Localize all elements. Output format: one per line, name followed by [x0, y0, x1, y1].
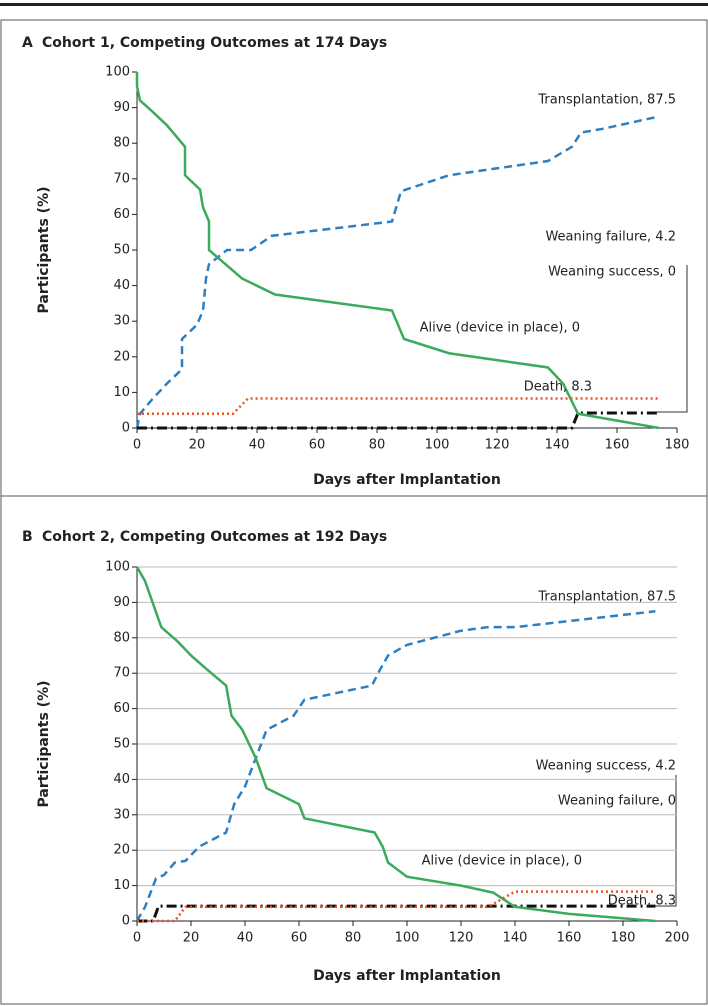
x-axis-title: Days after Implantation — [313, 968, 501, 984]
x-tick-label: 180 — [665, 438, 690, 453]
x-tick-label: 40 — [249, 438, 266, 453]
series-label: Transplantation, 87.5 — [537, 93, 676, 108]
panel-letter: A — [22, 35, 33, 51]
y-tick-label: 100 — [105, 560, 130, 575]
y-axis-title: Participants (%) — [36, 681, 52, 808]
panel-letter: B — [22, 529, 33, 545]
leader-bracket — [652, 775, 677, 907]
x-tick-label: 40 — [237, 931, 254, 946]
x-tick-label: 120 — [485, 438, 510, 453]
y-tick-label: 60 — [113, 701, 130, 716]
y-tick-label: 50 — [113, 737, 130, 752]
panel-frame — [0, 495, 708, 1005]
x-tick-label: 160 — [605, 438, 630, 453]
series-label: Weaning success, 0 — [548, 265, 676, 280]
x-tick-label: 140 — [545, 438, 570, 453]
series-label: Alive (device in place), 0 — [420, 321, 580, 336]
leader-bracket — [652, 265, 688, 413]
x-axis-title: Days after Implantation — [313, 472, 501, 488]
series-label: Weaning success, 4.2 — [536, 759, 676, 774]
x-tick-label: 20 — [189, 438, 206, 453]
y-tick-label: 0 — [122, 421, 130, 436]
series-label: Death, 8.3 — [608, 894, 676, 909]
chart-title: Cohort 1, Competing Outcomes at 174 Days — [42, 35, 387, 51]
y-tick-label: 0 — [122, 914, 130, 929]
x-tick-label: 180 — [611, 931, 636, 946]
series-line — [135, 115, 660, 429]
series-line — [137, 890, 656, 923]
y-tick-label: 10 — [113, 878, 130, 893]
y-tick-label: 80 — [113, 136, 130, 151]
y-tick-label: 20 — [113, 843, 130, 858]
y-axis-title: Participants (%) — [36, 187, 52, 314]
y-tick-label: 90 — [113, 100, 130, 115]
x-tick-label: 20 — [183, 931, 200, 946]
x-tick-label: 60 — [309, 438, 326, 453]
y-tick-label: 40 — [113, 278, 130, 293]
y-tick-label: 10 — [113, 385, 130, 400]
y-tick-label: 50 — [113, 243, 130, 258]
y-tick-label: 100 — [105, 65, 130, 80]
x-tick-label: 80 — [345, 931, 362, 946]
x-tick-label: 0 — [133, 438, 141, 453]
x-tick-label: 60 — [291, 931, 308, 946]
series-label: Transplantation, 87.5 — [537, 590, 676, 605]
y-tick-label: 20 — [113, 349, 130, 364]
series-label: Death, 8.3 — [524, 380, 592, 395]
x-tick-label: 160 — [557, 931, 582, 946]
y-tick-label: 70 — [113, 666, 130, 681]
series-line — [137, 411, 659, 430]
x-tick-label: 100 — [395, 931, 420, 946]
series-label: Weaning failure, 0 — [558, 794, 676, 809]
series-line — [135, 566, 656, 923]
x-tick-label: 120 — [449, 931, 474, 946]
top-rule — [0, 3, 708, 6]
y-tick-label: 30 — [113, 314, 130, 329]
x-tick-label: 100 — [425, 438, 450, 453]
series-label: Alive (device in place), 0 — [422, 854, 582, 869]
chart-title: Cohort 2, Competing Outcomes at 192 Days — [42, 529, 387, 545]
series-line — [137, 397, 659, 416]
panel-frame — [0, 19, 708, 497]
y-tick-label: 40 — [113, 772, 130, 787]
y-tick-label: 70 — [113, 171, 130, 186]
y-tick-label: 80 — [113, 630, 130, 645]
x-tick-label: 0 — [133, 931, 141, 946]
series-line — [135, 610, 656, 922]
x-tick-label: 140 — [503, 931, 528, 946]
x-tick-label: 200 — [665, 931, 690, 946]
series-line — [135, 72, 660, 430]
y-tick-label: 90 — [113, 595, 130, 610]
series-label: Weaning failure, 4.2 — [545, 230, 676, 245]
x-tick-label: 80 — [369, 438, 386, 453]
y-tick-label: 30 — [113, 807, 130, 822]
y-tick-label: 60 — [113, 207, 130, 222]
